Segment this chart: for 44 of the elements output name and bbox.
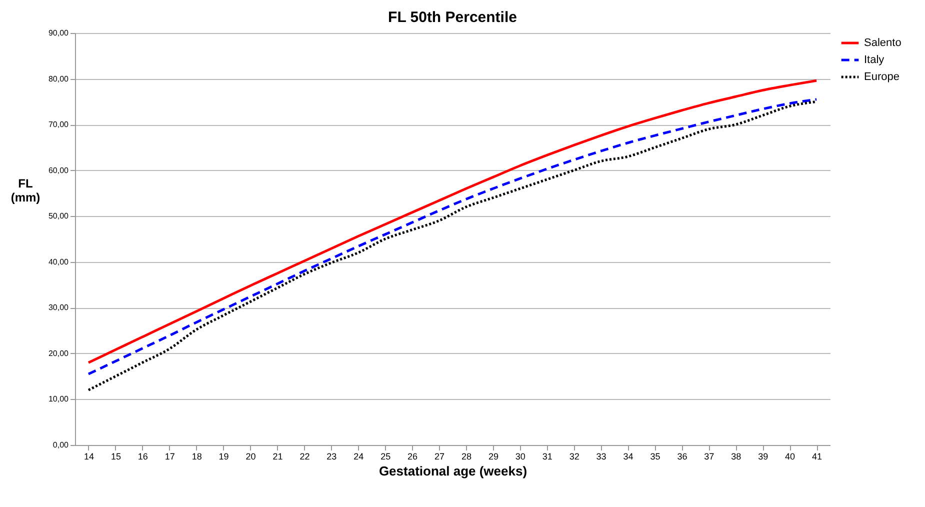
x-tick-label: 25: [380, 452, 391, 462]
y-tick-label: 50,00: [48, 212, 70, 221]
y-tick-label: 0,00: [52, 440, 70, 450]
x-tick-label: 15: [110, 452, 121, 462]
x-tick-label: 26: [408, 452, 418, 462]
y-tick-label: 10,00: [48, 394, 70, 404]
y-tick-label: 80,00: [48, 74, 70, 84]
chart-title: FL 50th Percentile: [388, 9, 517, 26]
x-tick-label: 17: [164, 452, 175, 462]
x-tick-label: 23: [326, 452, 337, 462]
x-tick-label: 39: [758, 452, 768, 462]
x-tick-label: 31: [542, 452, 552, 462]
x-tick-label: 29: [488, 452, 498, 462]
x-tick-label: 33: [596, 452, 606, 462]
x-tick-label: 38: [731, 452, 742, 462]
legend-label: Europe: [864, 71, 900, 83]
y-tick-label: 30,00: [48, 303, 70, 312]
x-tick-label: 34: [623, 452, 634, 462]
x-tick-label: 22: [300, 452, 310, 462]
legend-label: Italy: [864, 54, 885, 66]
x-tick-label: 20: [246, 452, 256, 462]
y-tick-label: 60,00: [48, 166, 70, 175]
y-tick-label: 40,00: [48, 257, 70, 266]
x-tick-label: 30: [515, 452, 526, 462]
x-axis-title: Gestational age (weeks): [378, 464, 528, 478]
x-tick-label: 36: [677, 452, 688, 462]
x-tick-label: 28: [461, 452, 472, 462]
y-tick-label: 90,00: [48, 28, 70, 38]
x-tick-label: 37: [704, 452, 714, 462]
y-axis-title: FL (mm): [10, 176, 40, 204]
legend-label: Salento: [864, 37, 902, 49]
x-tick-label: 32: [569, 452, 580, 462]
x-tick-label: 18: [192, 452, 202, 462]
x-tick-label: 40: [785, 452, 796, 462]
x-tick-label: 24: [354, 452, 364, 462]
x-tick-label: 41: [812, 452, 822, 462]
x-tick-label: 21: [272, 452, 283, 462]
x-tick-label: 16: [138, 452, 148, 462]
x-tick-label: 14: [84, 452, 94, 462]
y-tick-label: 70,00: [48, 120, 70, 130]
x-tick-label: 19: [218, 452, 229, 462]
x-tick-label: 35: [650, 452, 660, 462]
x-tick-label: 27: [434, 452, 445, 462]
y-tick-label: 20,00: [48, 348, 70, 358]
